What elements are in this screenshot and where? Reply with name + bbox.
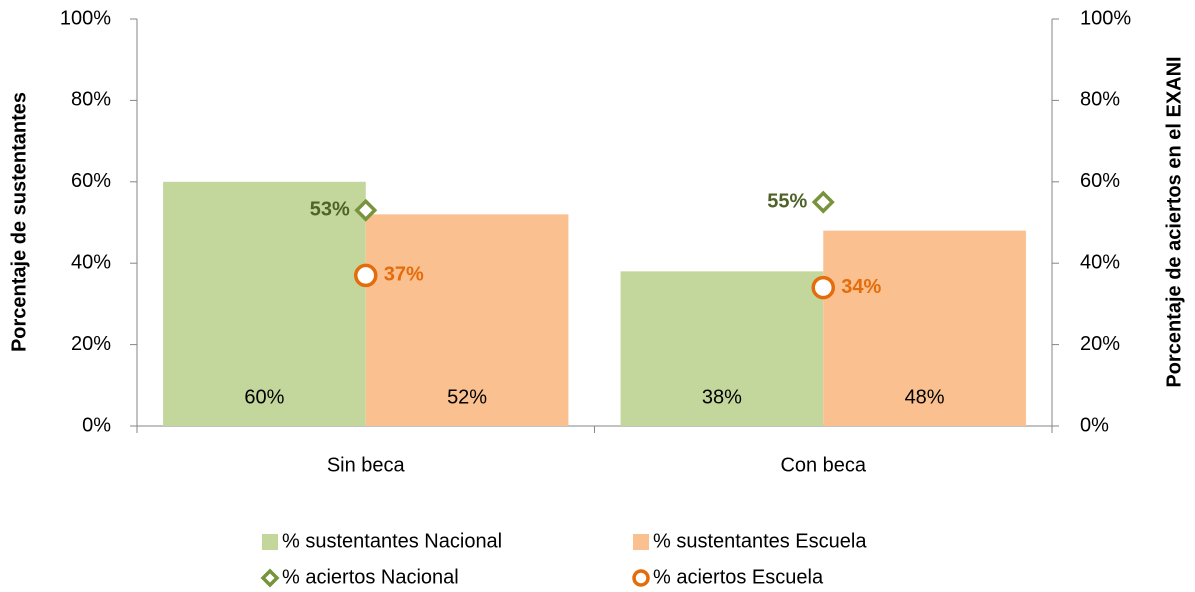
y2-axis-title: Porcentaje de aciertos en el EXANI bbox=[1163, 56, 1185, 387]
circle-marker bbox=[811, 275, 835, 300]
legend-label: % sustentantes Escuela bbox=[653, 530, 867, 552]
y2-tick-label: 60% bbox=[1080, 170, 1120, 192]
legend-swatch bbox=[262, 534, 278, 550]
y-axis-title: Porcentaje de sustentantes bbox=[8, 92, 30, 352]
marker-value-label: 37% bbox=[384, 264, 424, 286]
diamond-marker bbox=[811, 190, 835, 214]
bar bbox=[163, 181, 366, 426]
diamond-marker bbox=[354, 198, 378, 222]
y2-tick-label: 0% bbox=[1080, 414, 1109, 436]
legend-marker bbox=[632, 569, 650, 587]
y-tick-label: 100% bbox=[60, 7, 111, 29]
y2-tick-label: 80% bbox=[1080, 89, 1120, 111]
bar-value-label: 48% bbox=[905, 386, 945, 408]
x-tick-label: Sin beca bbox=[327, 454, 406, 476]
x-tick-label: Con beca bbox=[780, 454, 866, 476]
y-tick-label: 0% bbox=[82, 414, 111, 436]
legend-label: % aciertos Escuela bbox=[653, 566, 824, 588]
marker-value-label: 55% bbox=[767, 190, 807, 212]
legend-marker bbox=[260, 568, 280, 588]
y-tick-label: 80% bbox=[71, 89, 111, 111]
marker-value-label: 34% bbox=[841, 276, 881, 298]
bar-value-label: 52% bbox=[447, 386, 487, 408]
y-tick-label: 40% bbox=[71, 251, 111, 273]
marker-value-label: 53% bbox=[310, 199, 350, 221]
bar bbox=[823, 230, 1026, 426]
bar-value-label: 60% bbox=[244, 386, 284, 408]
circle-marker bbox=[354, 263, 378, 288]
y-tick-label: 60% bbox=[71, 170, 111, 192]
legend-label: % aciertos Nacional bbox=[282, 566, 459, 588]
bar bbox=[365, 214, 569, 426]
bar bbox=[620, 271, 824, 426]
legend-swatch bbox=[633, 534, 649, 550]
y2-tick-label: 20% bbox=[1080, 333, 1120, 355]
y2-tick-label: 100% bbox=[1080, 7, 1131, 29]
legend-label: % sustentantes Nacional bbox=[282, 530, 502, 552]
y2-tick-label: 40% bbox=[1080, 251, 1120, 273]
bar-value-label: 38% bbox=[702, 386, 742, 408]
y-tick-label: 20% bbox=[71, 333, 111, 355]
